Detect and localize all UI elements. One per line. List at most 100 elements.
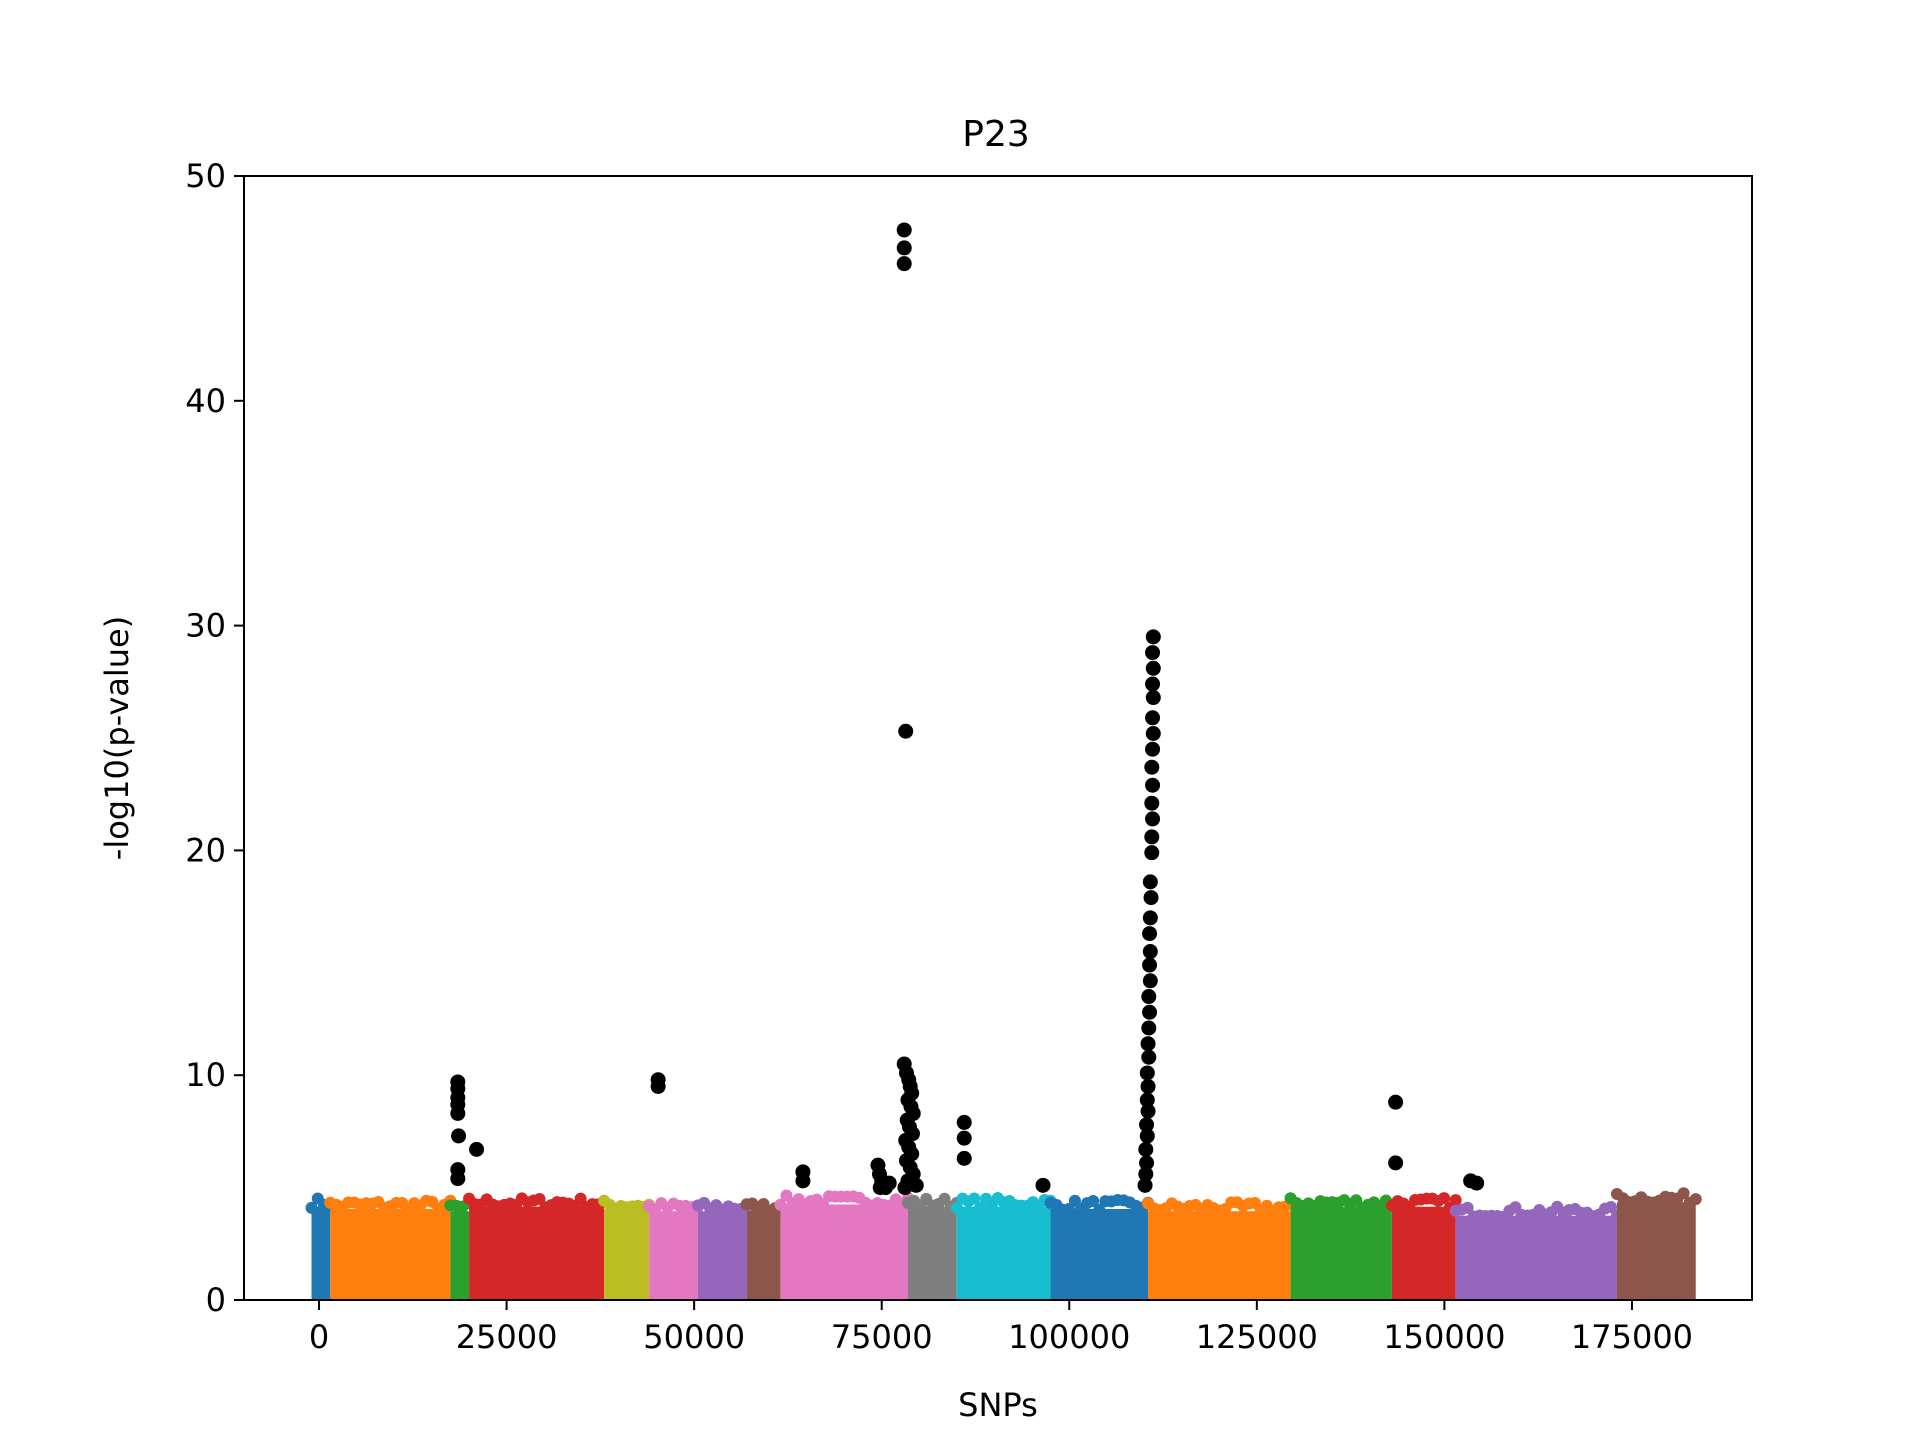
significant-point <box>1144 829 1160 845</box>
significant-point <box>1142 973 1158 989</box>
band-fill <box>780 1204 908 1300</box>
band-chr-12 <box>1044 1194 1155 1300</box>
band-fill <box>746 1211 781 1300</box>
significant-point <box>1145 690 1161 706</box>
significant-point <box>1145 741 1161 757</box>
significant-point <box>1139 1092 1155 1108</box>
band-fill <box>956 1206 1051 1300</box>
significant-point <box>1145 726 1161 742</box>
x-tick-label: 0 <box>309 1318 329 1356</box>
significant-point <box>1139 1155 1155 1171</box>
x-tick-label: 75000 <box>831 1318 933 1356</box>
significant-point <box>1388 1094 1404 1110</box>
band-point <box>574 1192 587 1205</box>
significant-point <box>1139 1117 1155 1133</box>
significant-point <box>896 240 912 256</box>
x-tick-label: 25000 <box>456 1318 558 1356</box>
significant-point <box>872 1180 888 1196</box>
band-fill <box>697 1211 747 1300</box>
band-fill <box>330 1208 451 1300</box>
significant-point <box>795 1173 811 1189</box>
band-chr-5 <box>598 1194 656 1300</box>
significant-point <box>1035 1177 1051 1193</box>
band-fill <box>604 1208 650 1300</box>
x-tick-label: 150000 <box>1383 1318 1505 1356</box>
significant-point <box>1388 1155 1404 1171</box>
band-point <box>1062 1202 1075 1215</box>
y-axis-ticks: 0 10 20 30 40 50 <box>185 157 244 1319</box>
y-tick-label: 10 <box>185 1056 226 1094</box>
band-chr-16 <box>1449 1200 1623 1300</box>
significant-point <box>956 1130 972 1146</box>
significant-point <box>1145 777 1161 793</box>
band-chr-7 <box>691 1196 753 1300</box>
band-fill <box>907 1206 957 1300</box>
significant-point <box>1142 874 1158 890</box>
band-chr-2 <box>324 1194 457 1300</box>
significant-point <box>1139 1128 1155 1144</box>
x-axis-label: SNPs <box>958 1386 1038 1424</box>
band-fill <box>1050 1208 1149 1300</box>
band-point <box>1093 1203 1106 1216</box>
significant-point <box>650 1078 666 1094</box>
significant-point <box>1142 1004 1158 1020</box>
significant-point <box>908 1177 924 1193</box>
significant-point <box>451 1128 467 1144</box>
band-point <box>1689 1193 1702 1206</box>
y-axis-label: -log10(p-value) <box>98 616 136 860</box>
significant-point <box>1145 710 1161 726</box>
band-point <box>533 1192 546 1205</box>
significant-point <box>469 1141 485 1157</box>
significant-point <box>1140 1036 1156 1052</box>
significant-point <box>956 1150 972 1166</box>
significant-point <box>956 1114 972 1130</box>
significant-point <box>450 1171 466 1187</box>
significant-point <box>1142 926 1158 942</box>
band-point <box>1461 1201 1474 1214</box>
significant-point <box>896 222 912 238</box>
chromosome-bands <box>305 1187 1702 1300</box>
band-chr-10 <box>901 1192 963 1300</box>
significant-point <box>1142 957 1158 973</box>
significant-point <box>1141 1049 1157 1065</box>
significant-point <box>898 723 914 739</box>
significant-point <box>1141 989 1157 1005</box>
band-chr-8 <box>740 1197 787 1300</box>
band-point <box>1449 1194 1462 1207</box>
band-fill <box>311 1206 331 1300</box>
significant-point <box>1144 845 1160 861</box>
band-chr-14 <box>1284 1192 1398 1300</box>
significant-point <box>1144 795 1160 811</box>
significant-point <box>1142 910 1158 926</box>
band-chr-1 <box>305 1192 337 1300</box>
significant-point <box>1144 759 1160 775</box>
y-tick-label: 30 <box>185 607 226 645</box>
band-chr-15 <box>1385 1192 1462 1300</box>
x-tick-label: 175000 <box>1571 1318 1693 1356</box>
band-point <box>774 1198 787 1211</box>
band-fill <box>450 1211 470 1300</box>
band-fill <box>1455 1215 1617 1300</box>
x-tick-label: 100000 <box>1008 1318 1130 1356</box>
band-chr-9 <box>774 1189 914 1300</box>
band-fill <box>1290 1206 1392 1300</box>
significant-point <box>1145 811 1161 827</box>
significant-point <box>1145 676 1161 692</box>
band-fill <box>1391 1206 1456 1300</box>
band-point <box>950 1201 963 1214</box>
band-chr-13 <box>1142 1196 1297 1300</box>
x-tick-label: 50000 <box>643 1318 745 1356</box>
significant-point <box>1145 660 1161 676</box>
significant-point <box>1145 645 1161 661</box>
significant-points <box>450 222 1485 1196</box>
band-chr-4 <box>463 1192 611 1300</box>
band-point <box>1604 1200 1617 1213</box>
band-point <box>1087 1195 1100 1208</box>
y-tick-label: 40 <box>185 382 226 420</box>
band-chr-17 <box>1610 1187 1702 1300</box>
significant-point <box>1140 1103 1156 1119</box>
significant-point <box>1137 1177 1153 1193</box>
band-point <box>305 1201 318 1214</box>
significant-point <box>1145 629 1161 645</box>
